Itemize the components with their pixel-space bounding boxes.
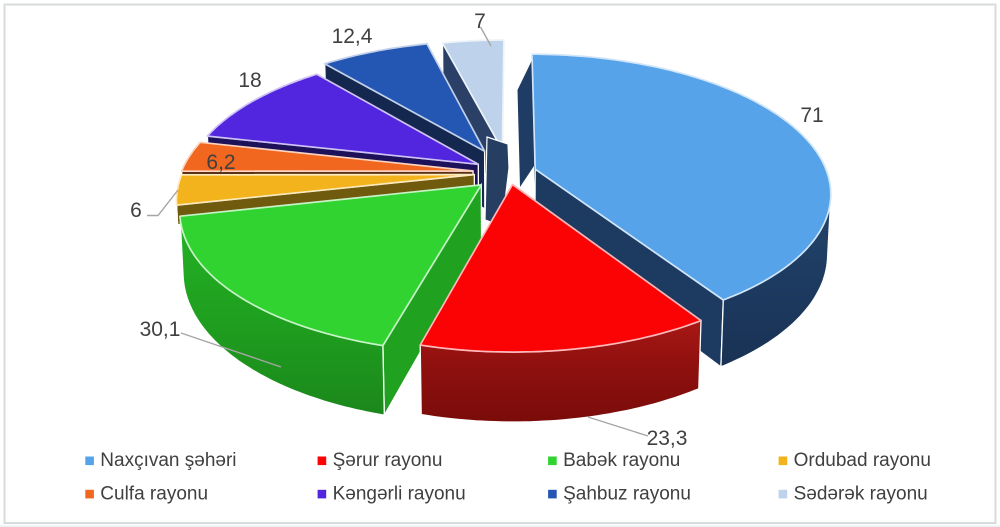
svg-text:Culfa rayonu: Culfa rayonu [100, 483, 208, 504]
svg-text:71: 71 [800, 104, 823, 127]
svg-text:Kəngərli rayonu: Kəngərli rayonu [333, 483, 466, 504]
svg-text:Babək rayonu: Babək rayonu [563, 450, 680, 471]
svg-text:7: 7 [474, 10, 486, 33]
svg-text:Ordubad rayonu: Ordubad rayonu [794, 450, 931, 471]
svg-text:18: 18 [238, 69, 261, 92]
svg-text:6: 6 [130, 199, 142, 222]
svg-text:23,3: 23,3 [647, 427, 688, 450]
svg-text:30,1: 30,1 [140, 318, 181, 341]
svg-text:Şərur rayonu: Şərur rayonu [333, 450, 443, 471]
svg-text:Şahbuz rayonu: Şahbuz rayonu [563, 483, 691, 504]
svg-text:Sədərək rayonu: Sədərək rayonu [794, 483, 928, 504]
svg-text:12,4: 12,4 [332, 25, 373, 48]
svg-text:6,2: 6,2 [206, 151, 235, 174]
svg-text:Naxçıvan şəhəri: Naxçıvan şəhəri [100, 450, 236, 471]
